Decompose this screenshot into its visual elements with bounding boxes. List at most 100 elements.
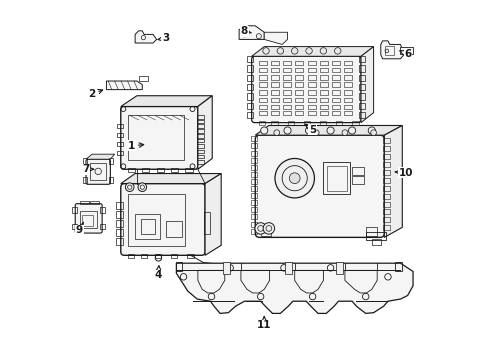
Bar bbox=[270, 90, 278, 95]
Bar bbox=[284, 262, 291, 274]
Bar bbox=[295, 75, 303, 80]
Bar bbox=[156, 168, 163, 172]
Bar bbox=[270, 68, 278, 72]
Polygon shape bbox=[264, 32, 287, 44]
Polygon shape bbox=[86, 154, 115, 159]
FancyBboxPatch shape bbox=[255, 135, 384, 237]
Circle shape bbox=[263, 223, 274, 234]
Circle shape bbox=[274, 158, 314, 198]
Bar bbox=[283, 98, 290, 102]
Bar bbox=[359, 56, 364, 62]
Bar bbox=[250, 143, 257, 148]
Circle shape bbox=[95, 168, 101, 175]
Bar bbox=[117, 124, 122, 128]
Bar bbox=[116, 211, 122, 218]
Bar bbox=[307, 68, 315, 72]
Bar bbox=[187, 254, 193, 258]
Polygon shape bbox=[198, 96, 212, 169]
Bar bbox=[89, 163, 105, 180]
Bar bbox=[307, 61, 315, 65]
Bar bbox=[359, 93, 364, 100]
Bar bbox=[223, 262, 230, 274]
Bar bbox=[283, 61, 290, 65]
Bar bbox=[135, 214, 160, 239]
Bar bbox=[197, 160, 203, 164]
Text: 4: 4 bbox=[154, 266, 162, 280]
Bar bbox=[247, 112, 253, 118]
Bar bbox=[319, 111, 327, 116]
Bar bbox=[258, 98, 266, 102]
Bar bbox=[72, 207, 77, 213]
Bar bbox=[258, 82, 266, 87]
Bar bbox=[250, 165, 257, 170]
Polygon shape bbox=[380, 41, 403, 59]
Bar bbox=[250, 207, 257, 212]
Bar bbox=[117, 141, 122, 146]
Circle shape bbox=[341, 130, 347, 135]
Polygon shape bbox=[204, 174, 221, 255]
Bar bbox=[204, 212, 209, 234]
Bar bbox=[165, 221, 182, 237]
Bar bbox=[287, 121, 293, 126]
Bar bbox=[359, 75, 364, 81]
Bar bbox=[283, 82, 290, 87]
Bar bbox=[128, 194, 185, 246]
Bar bbox=[247, 84, 253, 90]
Bar bbox=[283, 90, 290, 95]
Bar bbox=[351, 176, 363, 184]
Bar bbox=[83, 177, 87, 183]
Bar bbox=[258, 68, 266, 72]
Polygon shape bbox=[251, 46, 373, 56]
Bar bbox=[351, 167, 363, 175]
Circle shape bbox=[326, 127, 333, 134]
Bar bbox=[109, 177, 113, 183]
Bar bbox=[382, 178, 389, 183]
Bar bbox=[250, 158, 257, 163]
Bar bbox=[197, 134, 203, 138]
Text: 2: 2 bbox=[88, 89, 102, 99]
Bar bbox=[335, 121, 342, 126]
Bar bbox=[258, 105, 266, 109]
Bar bbox=[197, 120, 203, 123]
Bar bbox=[384, 46, 393, 55]
Bar bbox=[326, 166, 346, 191]
Polygon shape bbox=[176, 263, 412, 314]
Circle shape bbox=[138, 183, 146, 192]
Bar bbox=[307, 111, 315, 116]
Bar bbox=[258, 75, 266, 80]
Polygon shape bbox=[255, 126, 402, 135]
Bar bbox=[344, 82, 351, 87]
Bar bbox=[116, 220, 122, 226]
Bar bbox=[307, 82, 315, 87]
Bar bbox=[109, 158, 113, 164]
Bar bbox=[283, 68, 290, 72]
Bar bbox=[197, 144, 203, 148]
Bar bbox=[128, 254, 134, 258]
Bar bbox=[382, 202, 389, 207]
Text: 5: 5 bbox=[305, 124, 316, 135]
Bar bbox=[116, 238, 122, 244]
Circle shape bbox=[370, 130, 376, 135]
Bar bbox=[307, 90, 315, 95]
Bar bbox=[197, 149, 203, 153]
Polygon shape bbox=[121, 96, 212, 107]
Bar bbox=[140, 220, 155, 234]
Bar bbox=[128, 116, 183, 160]
Bar bbox=[117, 133, 122, 137]
Polygon shape bbox=[360, 46, 373, 123]
FancyBboxPatch shape bbox=[75, 204, 102, 233]
Bar bbox=[344, 98, 351, 102]
Bar bbox=[100, 224, 105, 229]
Bar bbox=[394, 262, 402, 271]
Bar bbox=[366, 232, 386, 240]
Bar bbox=[295, 98, 303, 102]
Bar bbox=[295, 68, 303, 72]
Bar bbox=[319, 75, 327, 80]
Bar bbox=[155, 254, 161, 258]
Bar bbox=[359, 84, 364, 90]
Bar bbox=[247, 65, 253, 72]
Bar bbox=[344, 61, 351, 65]
Bar bbox=[247, 93, 253, 100]
Bar bbox=[382, 162, 389, 167]
Circle shape bbox=[254, 223, 266, 234]
